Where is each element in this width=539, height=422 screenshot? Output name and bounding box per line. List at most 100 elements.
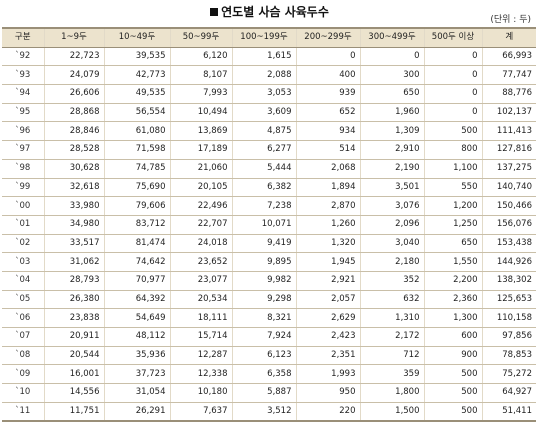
year-cell: `02 xyxy=(2,234,44,254)
value-cell: 9,982 xyxy=(231,271,296,291)
value-cell: 79,606 xyxy=(103,196,170,216)
value-cell: 2,200 xyxy=(423,271,482,291)
value-cell: 39,535 xyxy=(103,47,170,67)
value-cell: 2,088 xyxy=(231,65,296,86)
value-cell: 37,723 xyxy=(103,364,170,385)
value-cell: 31,062 xyxy=(43,252,104,272)
table-row: `03 31,062 74,642 23,652 9,895 1,945 2,180 1,55… xyxy=(2,252,536,272)
table-row: `08 20,544 35,936 12,287 6,123 2,351 712 900 78,… xyxy=(2,346,536,366)
value-cell: 6,277 xyxy=(231,140,296,160)
value-cell: 20,534 xyxy=(169,290,232,310)
value-cell: 64,927 xyxy=(481,383,536,403)
value-cell: 0 xyxy=(423,65,482,86)
value-cell: 12,338 xyxy=(169,364,232,385)
table-header: 구분 1~9두 10~49두 50~99두 100~199두 200~299두 300~49… xyxy=(2,26,536,48)
value-cell: 500 xyxy=(423,402,482,422)
value-cell: 32,618 xyxy=(43,178,104,198)
value-cell: 74,785 xyxy=(103,159,170,179)
value-cell: 111,413 xyxy=(481,121,536,142)
value-cell: 600 xyxy=(423,327,482,347)
value-cell: 28,793 xyxy=(43,271,104,291)
table-row: `01 34,980 83,712 22,707 10,071 1,260 2,096 1,2… xyxy=(2,215,536,235)
table-body: `92 22,723 39,535 6,120 1,615 0 0 0 66,993 `93 24,… xyxy=(2,47,536,422)
value-cell: 10,494 xyxy=(169,103,232,123)
value-cell: 4,875 xyxy=(231,121,296,142)
value-cell: 2,057 xyxy=(295,290,360,310)
value-cell: 138,302 xyxy=(481,271,536,291)
value-cell: 2,068 xyxy=(295,159,360,179)
value-cell: 6,382 xyxy=(231,178,296,198)
value-cell: 26,291 xyxy=(103,402,170,422)
value-cell: 1,993 xyxy=(295,364,360,385)
table-row: `09 16,001 37,723 12,338 6,358 1,993 359 500 75,… xyxy=(2,364,536,385)
value-cell: 15,714 xyxy=(169,327,232,347)
value-cell: 23,077 xyxy=(169,271,232,291)
value-cell: 28,868 xyxy=(43,103,104,123)
value-cell: 9,419 xyxy=(231,234,296,254)
year-cell: `92 xyxy=(2,47,44,67)
table-row: `96 28,846 61,080 13,869 4,875 934 1,309 500 111… xyxy=(2,121,536,142)
value-cell: 3,040 xyxy=(359,234,424,254)
value-cell: 127,816 xyxy=(481,140,536,160)
value-cell: 6,358 xyxy=(231,364,296,385)
value-cell: 0 xyxy=(423,103,482,123)
value-cell: 712 xyxy=(359,346,424,366)
value-cell: 5,444 xyxy=(231,159,296,179)
value-cell: 3,076 xyxy=(359,196,424,216)
year-cell: `06 xyxy=(2,308,44,328)
value-cell: 6,123 xyxy=(231,346,296,366)
value-cell: 110,158 xyxy=(481,308,536,328)
value-cell: 2,360 xyxy=(423,290,482,310)
column-header: 500두 이상 xyxy=(423,26,482,48)
value-cell: 0 xyxy=(423,84,482,104)
year-cell: `03 xyxy=(2,252,44,272)
table-row: `05 26,380 64,392 20,534 9,298 2,057 632 2,360 1… xyxy=(2,290,536,310)
value-cell: 23,838 xyxy=(43,308,104,328)
table-row: `00 33,980 79,606 22,496 7,238 2,870 3,076 1,20… xyxy=(2,196,536,216)
value-cell: 28,846 xyxy=(43,121,104,142)
year-cell: `95 xyxy=(2,103,44,123)
table-row: `93 24,079 42,773 8,107 2,088 400 300 0 77,747 xyxy=(2,65,536,86)
value-cell: 156,076 xyxy=(481,215,536,235)
value-cell: 934 xyxy=(295,121,360,142)
value-cell: 400 xyxy=(295,65,360,86)
table-row: `07 20,911 48,112 15,714 7,924 2,423 2,172 600 9… xyxy=(2,327,536,347)
year-cell: `93 xyxy=(2,65,44,86)
value-cell: 97,856 xyxy=(481,327,536,347)
year-cell: `08 xyxy=(2,346,44,366)
value-cell: 75,690 xyxy=(103,178,170,198)
value-cell: 125,653 xyxy=(481,290,536,310)
table-row: `10 14,556 31,054 10,180 5,887 950 1,800 500 64,… xyxy=(2,383,536,403)
value-cell: 3,053 xyxy=(231,84,296,104)
value-cell: 26,380 xyxy=(43,290,104,310)
value-cell: 2,629 xyxy=(295,308,360,328)
value-cell: 800 xyxy=(423,140,482,160)
value-cell: 3,501 xyxy=(359,178,424,198)
value-cell: 939 xyxy=(295,84,360,104)
year-cell: `10 xyxy=(2,383,44,403)
value-cell: 650 xyxy=(423,234,482,254)
value-cell: 51,411 xyxy=(481,402,536,422)
table-row: `94 26,606 49,535 7,993 3,053 939 650 0 88,776 xyxy=(2,84,536,104)
value-cell: 900 xyxy=(423,346,482,366)
value-cell: 56,554 xyxy=(103,103,170,123)
value-cell: 300 xyxy=(359,65,424,86)
value-cell: 1,550 xyxy=(423,252,482,272)
table-row: `92 22,723 39,535 6,120 1,615 0 0 0 66,993 xyxy=(2,47,536,67)
value-cell: 83,712 xyxy=(103,215,170,235)
value-cell: 20,105 xyxy=(169,178,232,198)
value-cell: 26,606 xyxy=(43,84,104,104)
value-cell: 20,911 xyxy=(43,327,104,347)
unit-label: (단위 : 두) xyxy=(490,15,531,25)
value-cell: 1,945 xyxy=(295,252,360,272)
value-cell: 22,723 xyxy=(43,47,104,67)
value-cell: 0 xyxy=(359,47,424,67)
column-header: 50~99두 xyxy=(169,26,232,48)
value-cell: 12,287 xyxy=(169,346,232,366)
value-cell: 77,747 xyxy=(481,65,536,86)
year-cell: `07 xyxy=(2,327,44,347)
value-cell: 2,190 xyxy=(359,159,424,179)
table-row: `04 28,793 70,977 23,077 9,982 2,921 352 2,200 1… xyxy=(2,271,536,291)
table-row: `97 28,528 71,598 17,189 6,277 514 2,910 800 127… xyxy=(2,140,536,160)
value-cell: 23,652 xyxy=(169,252,232,272)
